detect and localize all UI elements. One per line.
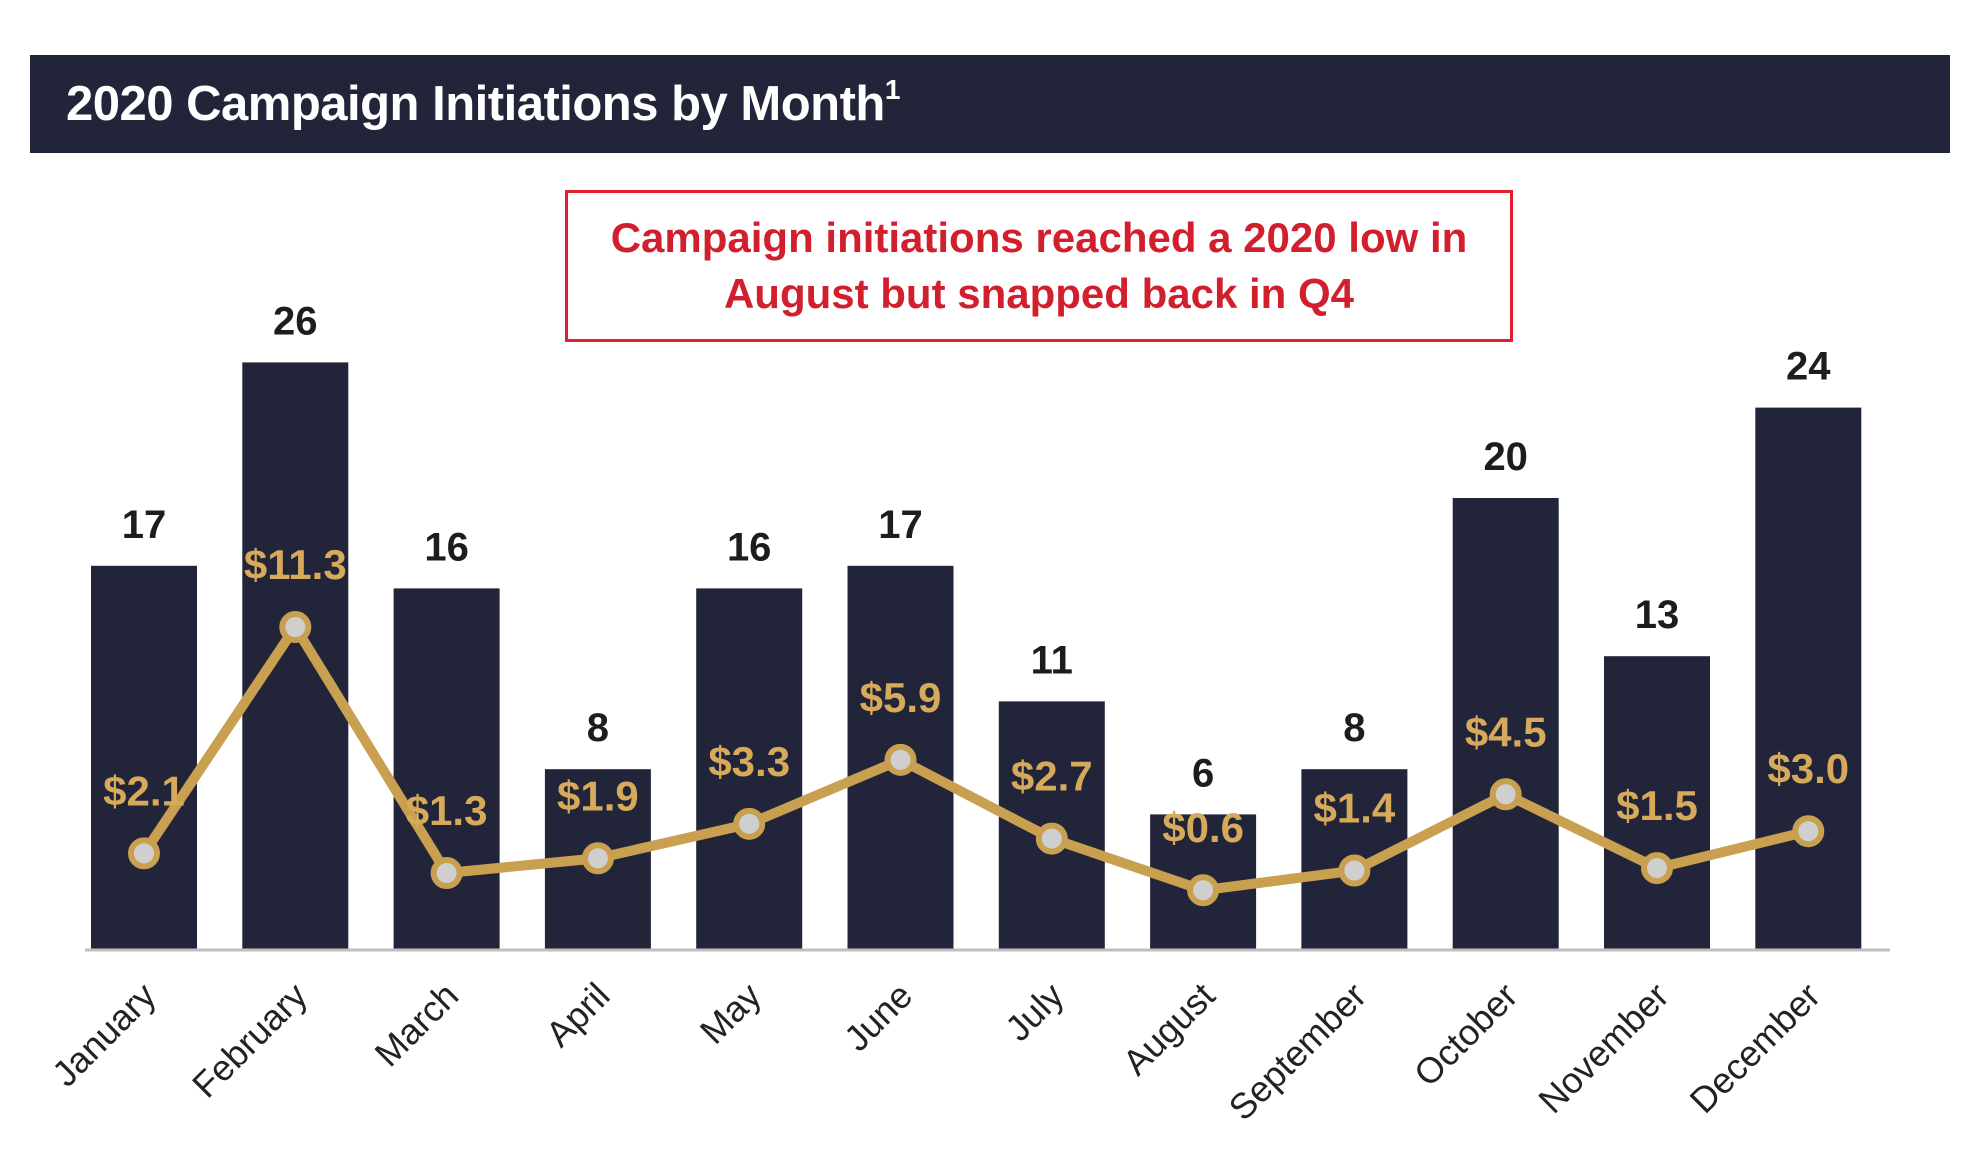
line-point-march — [430, 857, 463, 890]
category-label-july: July — [997, 975, 1071, 1049]
line-label-january: $2.1 — [103, 767, 185, 814]
callout-box: Campaign initiations reached a 2020 low … — [565, 190, 1513, 342]
bar-series — [91, 362, 1862, 951]
bar-november — [1604, 656, 1710, 950]
line-point-september — [1338, 854, 1371, 887]
bar-may — [696, 588, 803, 950]
line-label-august: $0.6 — [1162, 804, 1244, 851]
line-label-may: $3.3 — [708, 738, 790, 785]
bar-label-september: 8 — [1343, 706, 1365, 750]
callout-line-1: Campaign initiations reached a 2020 low … — [610, 214, 1468, 261]
bar-label-june: 17 — [878, 503, 923, 547]
bar-label-august: 6 — [1192, 751, 1214, 795]
line-label-july: $2.7 — [1011, 753, 1093, 800]
category-label-june: June — [836, 975, 920, 1059]
line-label-june: $5.9 — [860, 674, 942, 721]
line-label-november: $1.5 — [1616, 782, 1698, 829]
bar-february — [242, 362, 349, 950]
line-point-january — [128, 837, 160, 870]
line-point-november — [1641, 852, 1673, 885]
chart-title-bar: 2020 Campaign Initiations by Month1 — [30, 55, 1950, 153]
category-axis-labels: January February March April May June July Augu… — [44, 975, 1828, 1129]
line-point-february — [279, 611, 312, 644]
bar-october — [1452, 498, 1559, 950]
line-point-april — [581, 842, 614, 875]
bar-label-february: 26 — [273, 299, 318, 343]
line-label-april: $1.9 — [557, 772, 639, 819]
bar-label-december: 24 — [1786, 345, 1831, 389]
bar-label-january: 17 — [122, 503, 167, 547]
line-label-february: $11.3 — [244, 541, 347, 588]
line-label-march: $1.3 — [406, 787, 488, 834]
title-footnote-marker: 1 — [884, 73, 901, 105]
bar-march — [393, 588, 500, 950]
bar-december — [1755, 407, 1862, 951]
category-label-october: October — [1406, 975, 1526, 1095]
category-label-september: September — [1221, 975, 1375, 1129]
line-series — [128, 611, 1825, 907]
bar-label-october: 20 — [1483, 435, 1528, 479]
line-label-september: $1.4 — [1314, 785, 1396, 832]
line-data-labels: $2.1 $11.3 $1.3 $1.9 $3.3 $5.9 $2.7 $0.6 $1.4 $4.… — [103, 541, 1849, 851]
category-label-may: May — [692, 975, 769, 1052]
bar-data-labels: 17 26 16 8 16 17 11 6 8 20 13 24 — [122, 299, 1832, 795]
bar-january — [91, 565, 197, 950]
category-label-november: November — [1530, 975, 1676, 1121]
category-label-april: April — [538, 975, 618, 1055]
value-line — [139, 622, 1810, 896]
bar-label-march: 16 — [424, 525, 469, 569]
line-point-october — [1489, 778, 1522, 811]
category-label-december: December — [1682, 975, 1828, 1121]
callout-line-2: August but snapped back in Q4 — [723, 270, 1355, 317]
category-label-august: August — [1115, 975, 1223, 1083]
line-point-june — [884, 743, 917, 776]
bar-label-may: 16 — [727, 525, 772, 569]
line-point-may — [733, 807, 766, 840]
category-label-january: January — [44, 975, 164, 1095]
line-label-october: $4.5 — [1465, 708, 1547, 755]
line-label-december: $3.0 — [1767, 745, 1849, 792]
bar-label-july: 11 — [1031, 638, 1073, 682]
category-label-february: February — [184, 975, 315, 1106]
bar-label-april: 8 — [587, 706, 609, 750]
chart-title: 2020 Campaign Initiations by Month1 — [66, 73, 901, 131]
line-point-july — [1035, 822, 1068, 855]
bar-label-november: 13 — [1635, 593, 1680, 637]
line-point-december — [1792, 815, 1825, 848]
category-label-march: March — [367, 975, 467, 1075]
line-point-august — [1187, 874, 1220, 907]
